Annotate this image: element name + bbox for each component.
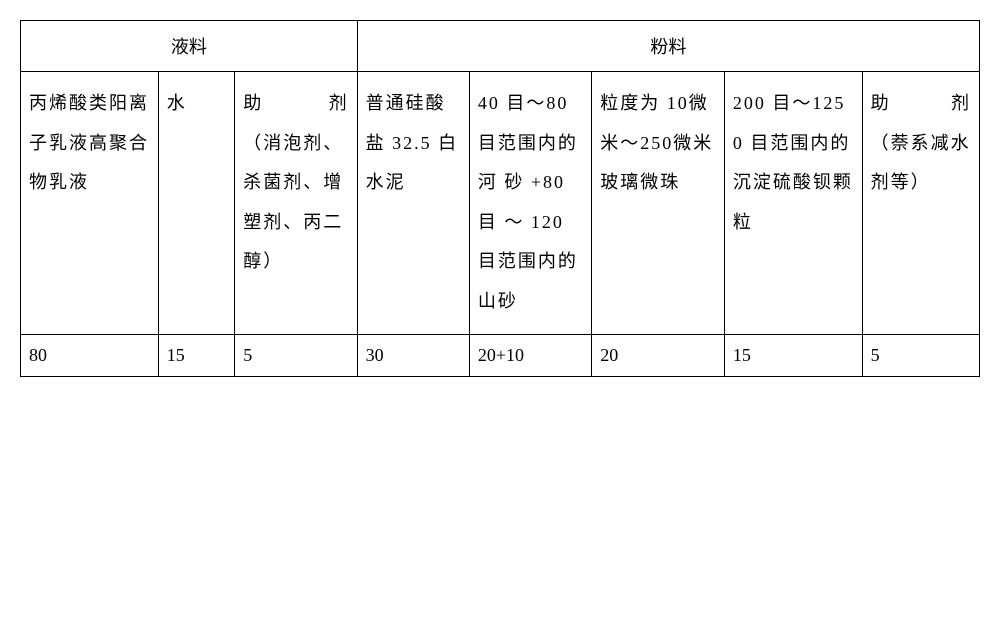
data-col2: 15: [158, 334, 235, 376]
data-col6: 20: [592, 334, 725, 376]
content-col8: 助剂（萘系减水剂等）: [862, 72, 979, 335]
content-col3: 助剂（消泡剂、杀菌剂、增 塑剂、丙二醇）: [235, 72, 357, 335]
content-col1: 丙烯酸类阳离子乳液高聚合物乳液: [21, 72, 159, 335]
data-col7: 15: [724, 334, 862, 376]
header-row: 液料 粉料: [21, 21, 980, 72]
content-col6: 粒度为 10微米～250微米玻璃微珠: [592, 72, 725, 335]
data-row: 80 15 5 30 20+10 20 15 5: [21, 334, 980, 376]
data-col4: 30: [357, 334, 469, 376]
content-row: 丙烯酸类阳离子乳液高聚合物乳液 水 助剂（消泡剂、杀菌剂、增 塑剂、丙二醇） 普…: [21, 72, 980, 335]
content-col2: 水: [158, 72, 235, 335]
data-col8: 5: [862, 334, 979, 376]
content-col5: 40 目～80 目范围内的河 砂 +80目 ～ 120 目范围内的山砂: [469, 72, 591, 335]
content-col7: 200 目～1250 目范围内的沉淀硫酸钡颗粒: [724, 72, 862, 335]
data-col5: 20+10: [469, 334, 591, 376]
data-col3: 5: [235, 334, 357, 376]
content-col4: 普通硅酸 盐 32.5 白水泥: [357, 72, 469, 335]
data-col1: 80: [21, 334, 159, 376]
liquid-header: 液料: [21, 21, 358, 72]
powder-header: 粉料: [357, 21, 979, 72]
materials-table: 液料 粉料 丙烯酸类阳离子乳液高聚合物乳液 水 助剂（消泡剂、杀菌剂、增 塑剂、…: [20, 20, 980, 377]
